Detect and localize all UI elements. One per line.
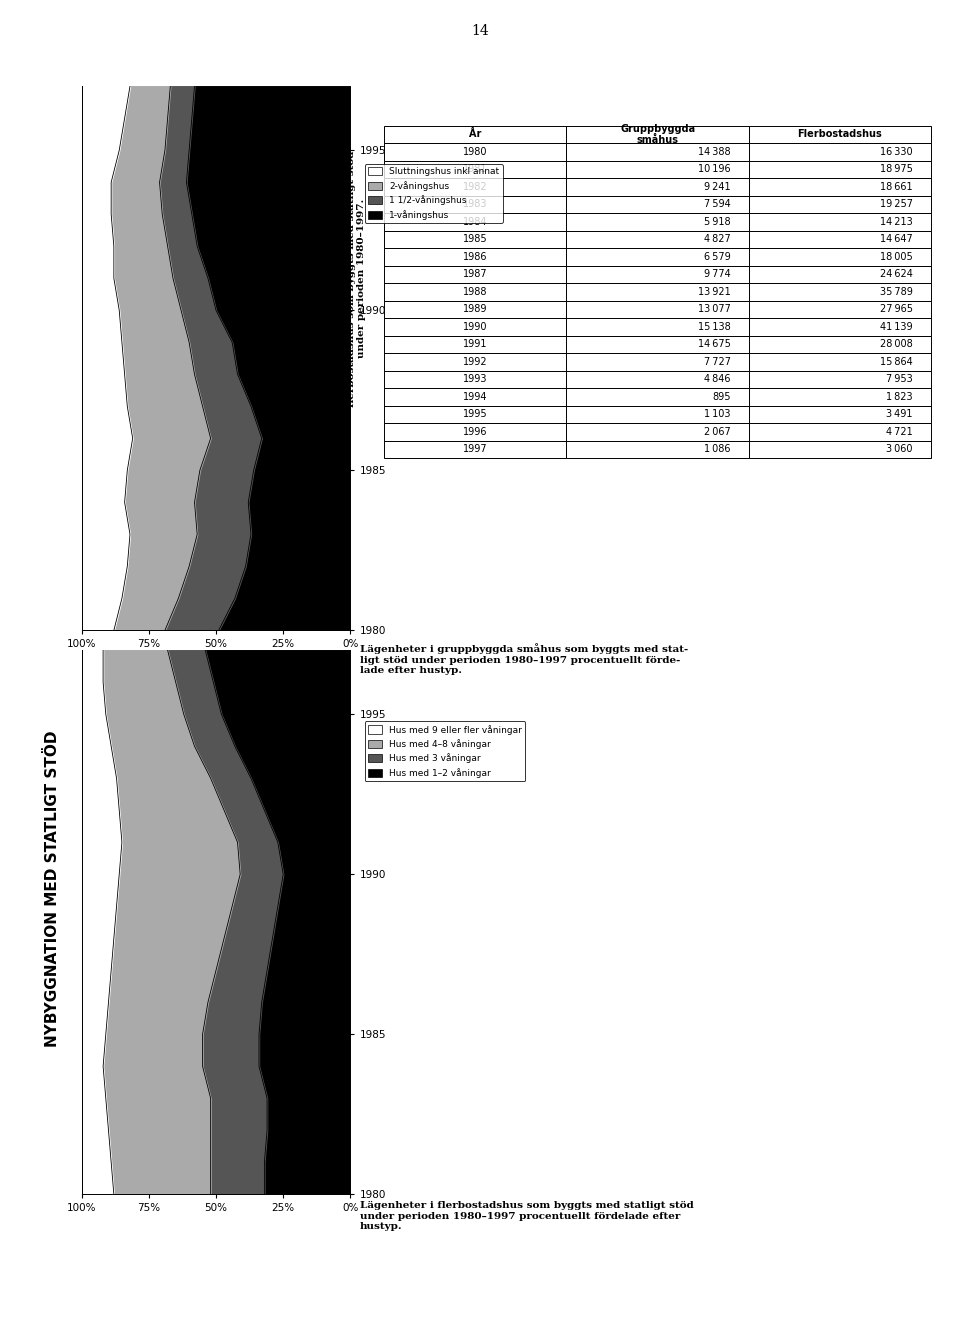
Text: NYBYGGNATION MED STATLIGT STÖD: NYBYGGNATION MED STATLIGT STÖD xyxy=(45,731,60,1047)
Legend: Sluttningshus inkl annat, 2-våningshus, 1 1/2-våningshus, 1-våningshus: Sluttningshus inkl annat, 2-våningshus, … xyxy=(365,163,503,223)
Text: Antal lägenheter i gruppbyggda småhus och
flerbostadshus som byggts med statligt: Antal lägenheter i gruppbyggda småhus oc… xyxy=(334,150,367,407)
Legend: Hus med 9 eller fler våningar, Hus med 4–8 våningar, Hus med 3 våningar, Hus med: Hus med 9 eller fler våningar, Hus med 4… xyxy=(365,721,525,782)
Text: Lägenheter i gruppbyggda småhus som byggts med stat-
ligt stöd under perioden 19: Lägenheter i gruppbyggda småhus som bygg… xyxy=(360,644,688,675)
Text: Lägenheter i flerbostadshus som byggts med statligt stöd
under perioden 1980–199: Lägenheter i flerbostadshus som byggts m… xyxy=(360,1201,694,1231)
Text: 14: 14 xyxy=(471,24,489,38)
